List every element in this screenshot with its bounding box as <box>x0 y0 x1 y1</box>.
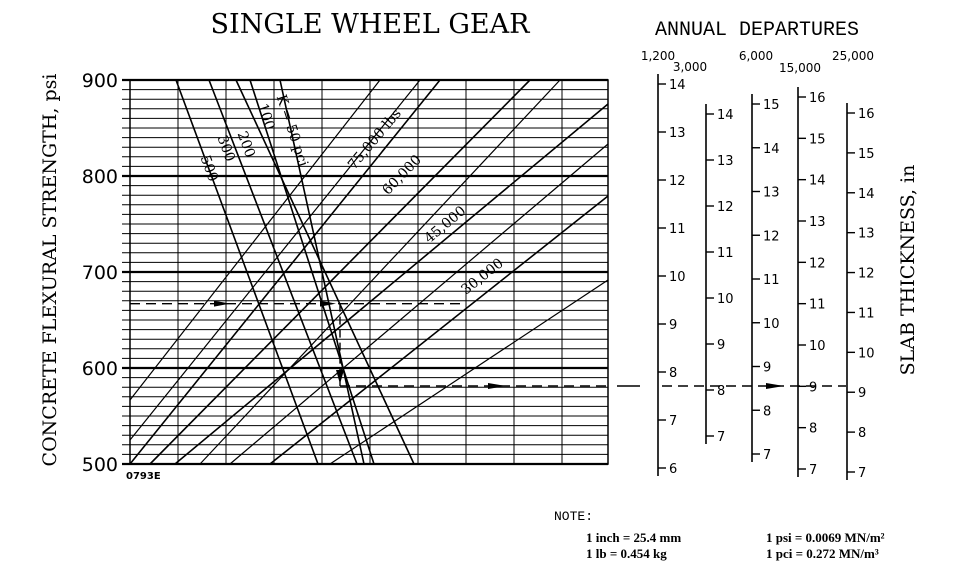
example-arrow <box>320 300 336 307</box>
departure-scale-tick-label: 9 <box>669 318 677 333</box>
chart-title: SINGLE WHEEL GEAR <box>211 9 531 40</box>
departure-scale-tick-label: 8 <box>858 426 866 441</box>
departure-scale-tick-label: 7 <box>669 414 677 429</box>
gear-load-curve-minor <box>329 279 609 465</box>
example-arrow <box>488 383 506 389</box>
departure-scale-header: 15,000 <box>779 61 821 75</box>
gear-load-curve <box>129 79 441 465</box>
departure-scale-tick-label: 12 <box>858 267 875 282</box>
y-tick-label: 900 <box>82 70 118 92</box>
k-curve <box>175 79 319 465</box>
departure-scale-tick-label: 9 <box>809 380 817 395</box>
departure-scale-tick-label: 8 <box>717 384 725 399</box>
k-curve <box>235 79 415 465</box>
gear-load-curve <box>149 79 531 465</box>
y-axis: 500 600 700 800 900 <box>82 70 130 476</box>
chart-grid <box>122 78 609 466</box>
departure-scale-tick-label: 10 <box>717 292 734 307</box>
departure-scale-tick-label: 14 <box>669 78 686 93</box>
departure-scale-tick-label: 7 <box>809 463 817 478</box>
departure-scale-tick-label: 12 <box>717 200 734 215</box>
departure-scale-tick-label: 13 <box>809 215 826 230</box>
note-line-2-left: 1 lb = 0.454 kg <box>586 546 667 561</box>
departure-scale-tick-label: 14 <box>763 142 780 157</box>
departure-scale-tick-label: 10 <box>858 346 875 361</box>
departure-scale-tick-label: 13 <box>669 126 686 141</box>
k-curve-label: 500 <box>197 153 221 184</box>
note-line-2-right: 1 pci = 0.272 MN/m³ <box>766 546 879 561</box>
departure-scale-tick-label: 11 <box>669 222 686 237</box>
note-line-1-right: 1 psi = 0.0069 MN/m² <box>766 530 885 545</box>
departure-scale-tick-label: 10 <box>809 339 826 354</box>
note-line-1-left: 1 inch = 25.4 mm <box>586 530 682 545</box>
departure-scale-tick-label: 12 <box>809 256 826 271</box>
example-path <box>130 300 846 389</box>
departure-scale-tick-label: 16 <box>858 107 875 122</box>
departure-scale-tick-label: 13 <box>858 227 875 242</box>
gear-load-curve-minor <box>199 79 561 465</box>
k-curve <box>208 79 358 465</box>
departure-scale-header: 25,000 <box>832 49 874 63</box>
departure-scale-tick-label: 10 <box>763 317 780 332</box>
departure-scale-tick-label: 15 <box>763 98 780 113</box>
departure-scale-tick-label: 11 <box>809 298 826 313</box>
departure-scale-tick-label: 7 <box>763 448 771 463</box>
departure-scale-tick-label: 6 <box>669 462 677 477</box>
departure-scale-tick-label: 9 <box>763 361 771 376</box>
departure-scale-tick-label: 8 <box>669 366 677 381</box>
example-arrow <box>336 370 344 384</box>
departure-scale-tick-label: 14 <box>809 174 826 189</box>
k-curve-label: 100 <box>254 102 277 132</box>
departure-scale-tick-label: 7 <box>858 466 866 481</box>
departure-scale-header: 6,000 <box>739 49 773 63</box>
annual-departures-title: ANNUAL DEPARTURES <box>655 19 859 42</box>
departure-scale-tick-label: 12 <box>669 174 686 189</box>
k-curve-label: K = 50 pci <box>273 93 311 169</box>
departure-scale-tick-label: 10 <box>669 270 686 285</box>
example-arrow <box>766 383 784 389</box>
y-tick-label: 800 <box>82 166 118 188</box>
gear-load-curve <box>269 195 609 465</box>
note-label: NOTE: <box>554 509 594 524</box>
departure-scale-tick-label: 14 <box>858 187 875 202</box>
k-curve <box>249 79 375 465</box>
departure-scale-tick-label: 12 <box>763 229 780 244</box>
figure-code: 0793E <box>126 471 161 482</box>
departure-scale-tick-label: 13 <box>717 154 734 169</box>
departure-scale-tick-label: 11 <box>763 273 780 288</box>
departure-scale-header: 1,200 <box>641 49 675 63</box>
y-tick-label: 600 <box>82 358 118 380</box>
y-axis-label-right: SLAB THICKNESS, in <box>897 165 919 376</box>
y-tick-label: 500 <box>82 454 118 476</box>
departure-scale-tick-label: 16 <box>809 91 826 106</box>
gear-load-curve-minor <box>129 79 381 401</box>
y-axis-label-left: CONCRETE FLEXURAL STRENGTH, psi <box>39 74 61 467</box>
departure-scale-tick-label: 14 <box>717 108 734 123</box>
departure-scale-tick-label: 8 <box>763 404 771 419</box>
gear-load-curve-minor <box>129 79 421 441</box>
departure-scale-tick-label: 13 <box>763 186 780 201</box>
departure-scale-tick-label: 9 <box>717 338 725 353</box>
gear-load-curve <box>174 103 609 465</box>
departure-scale-tick-label: 9 <box>858 386 866 401</box>
departure-scale-tick-label: 15 <box>809 132 826 147</box>
departure-scale-tick-label: 11 <box>858 306 875 321</box>
departure-scale-tick-label: 7 <box>717 430 725 445</box>
departure-scale-header: 3,000 <box>673 60 707 74</box>
departure-scale-tick-label: 15 <box>858 147 875 162</box>
departure-scales: 1,200 14 13 12 11 10 9 8 7 6 3,000 14 13 12 11 10 9 8 7 6,0… <box>641 49 875 481</box>
example-arrow <box>214 300 230 307</box>
y-tick-label: 700 <box>82 262 118 284</box>
departure-scale-tick-label: 11 <box>717 246 734 261</box>
departure-scale-tick-label: 8 <box>809 422 817 437</box>
